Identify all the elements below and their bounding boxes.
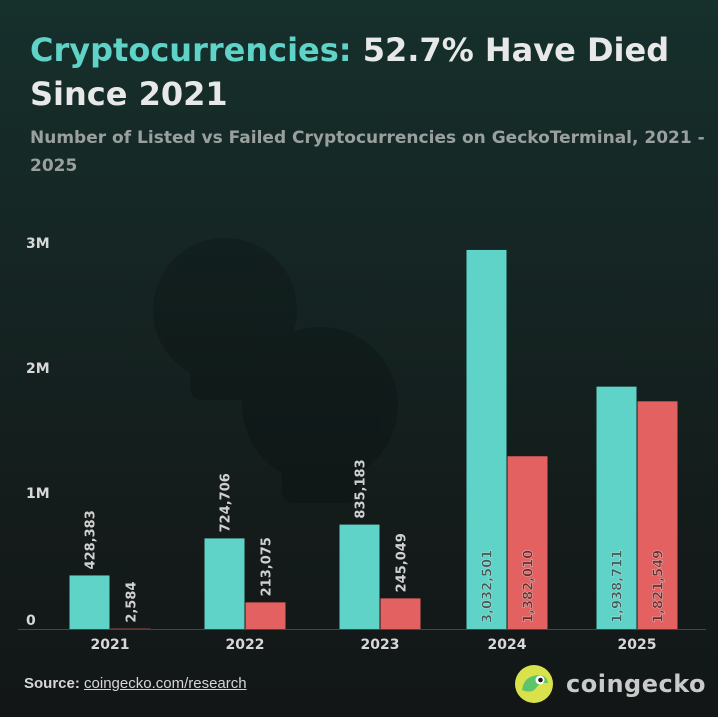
bar-2025-series-0 xyxy=(596,386,637,629)
x-axis: 2021 2022 2023 2024 2025 xyxy=(18,629,706,653)
skull-watermark xyxy=(153,238,398,503)
bar-2024-series-1 xyxy=(507,456,548,629)
brand-logo: coingecko xyxy=(514,664,706,704)
bar-2023-series-1 xyxy=(380,598,421,629)
y-tick-label: 1M xyxy=(26,486,50,502)
bar-value-label: 245,049 xyxy=(395,533,410,592)
bar-value-label: 3,032,501 xyxy=(481,550,496,623)
bar-value-label: 2,584 xyxy=(125,582,140,623)
gecko-icon xyxy=(515,665,553,703)
brand-name: coingecko xyxy=(566,670,707,698)
title-accent: Cryptocurrencies: xyxy=(30,31,352,69)
chart-subtitle: Number of Listed vs Failed Cryptocurrenc… xyxy=(30,128,705,176)
x-tick-label: 2025 xyxy=(618,637,657,653)
y-tick-label: 3M xyxy=(26,236,50,252)
bar-value-label: 1,382,010 xyxy=(522,550,537,623)
source-note: Source: coingecko.com/research xyxy=(24,675,247,692)
bar-value-label: 835,183 xyxy=(354,459,369,518)
bar-chart: 0 1M 2M 3M 428,383 2,584 724,706 213,075 835,18… xyxy=(18,236,706,653)
bar-value-label: 1,938,711 xyxy=(611,550,626,623)
skull-left-icon xyxy=(153,238,297,400)
x-tick-label: 2021 xyxy=(91,637,130,653)
y-tick-label: 0 xyxy=(26,613,36,629)
source-label: Source: xyxy=(24,675,80,692)
bar-2025-series-1 xyxy=(637,401,678,629)
bar-value-label: 724,706 xyxy=(219,473,234,532)
title-rest: 52.7% Have Died Since 2021 xyxy=(30,31,670,113)
bar-2024-series-0 xyxy=(466,249,507,629)
x-tick-label: 2024 xyxy=(488,637,527,653)
y-axis: 0 1M 2M 3M xyxy=(26,236,50,629)
source-link[interactable]: coingecko.com/research xyxy=(84,675,247,692)
y-tick-label: 2M xyxy=(26,361,50,377)
bar-value-label: 428,383 xyxy=(84,510,99,569)
bar-2023-series-0 xyxy=(339,524,380,629)
bars: 428,383 2,584 724,706 213,075 835,183 245,049… xyxy=(69,249,678,629)
chart-title: Cryptocurrencies: 52.7% Have Died Since … xyxy=(30,28,710,116)
x-tick-label: 2022 xyxy=(226,637,265,653)
x-tick-label: 2023 xyxy=(361,637,400,653)
bar-2022-series-1 xyxy=(245,602,286,629)
bar-value-label: 213,075 xyxy=(260,537,275,596)
bar-2022-series-0 xyxy=(204,538,245,629)
bar-2021-series-0 xyxy=(69,575,110,629)
bar-value-label: 1,821,549 xyxy=(652,550,667,623)
skull-right-icon xyxy=(242,327,398,503)
